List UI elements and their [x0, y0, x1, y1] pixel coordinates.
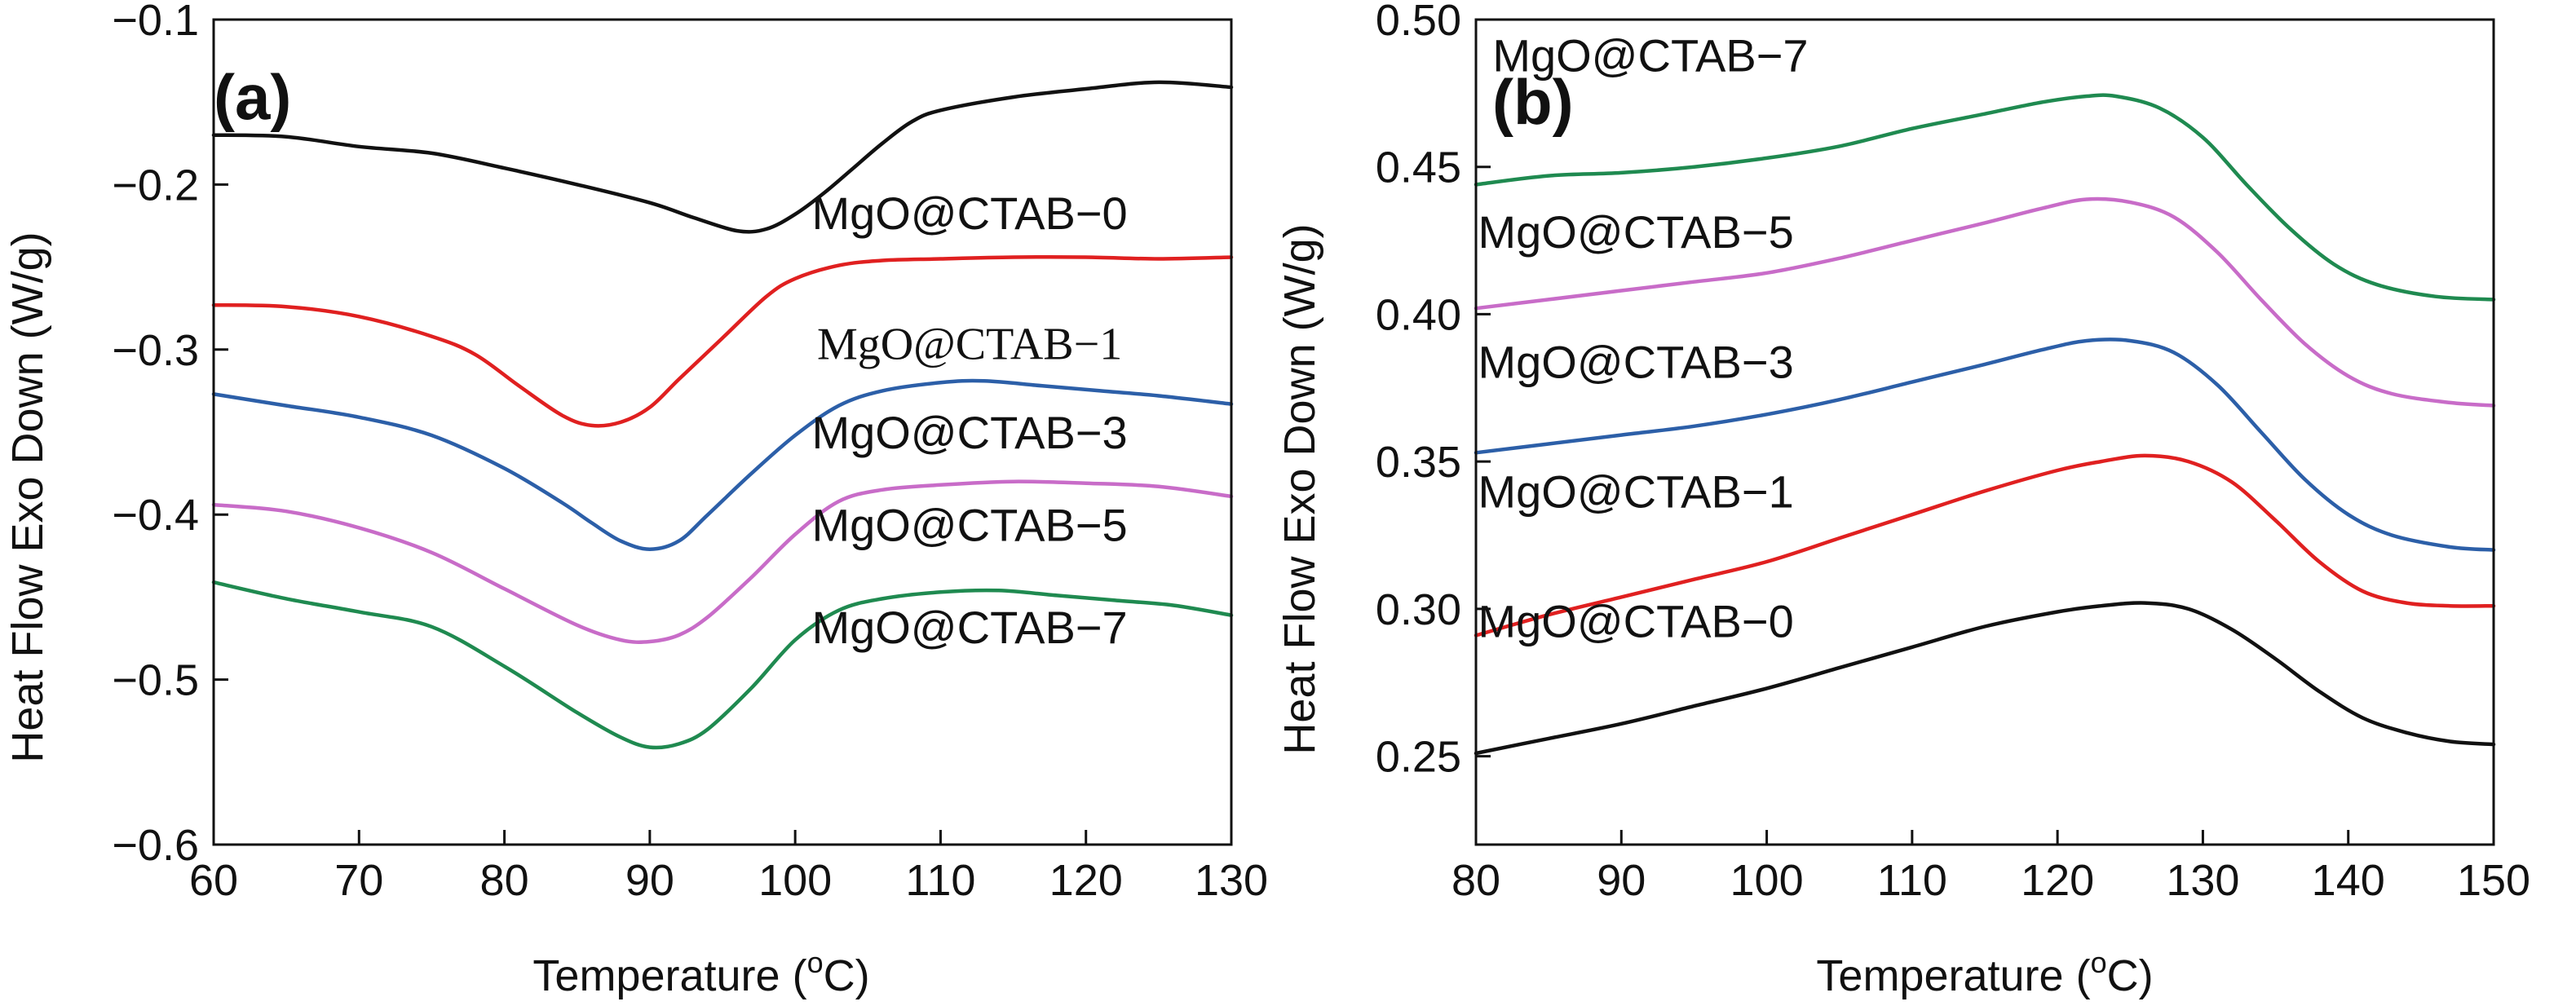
- panel-a-x-tick-label: 80: [480, 856, 529, 905]
- panel-b-label: (b): [1492, 66, 1574, 138]
- panel-b-x-tick-label: 150: [2457, 856, 2530, 905]
- panel-b-chart: MgO@CTAB−0 MgO@CTAB−1 MgO@CTAB−3 MgO@CTAB−5…: [1275, 0, 2530, 1000]
- panel-a-plot-frame: [212, 18, 1233, 846]
- panel-b-x-tick-label: 130: [2166, 856, 2239, 905]
- panel-b-curve-label: MgO@CTAB−3: [1478, 336, 1793, 387]
- panel-a-y-tick-label: −0.4: [112, 491, 199, 540]
- panel-b-ticks: [1474, 18, 2495, 845]
- panel-b-x-tick-label: 80: [1451, 856, 1500, 905]
- panel-b-curve-label: MgO@CTAB−1: [1478, 465, 1793, 517]
- panel-a-curve-label: MgO@CTAB−3: [811, 407, 1127, 458]
- panel-a-x-tick-label: 70: [334, 856, 383, 905]
- panel-a-y-tick-label: −0.2: [112, 161, 199, 210]
- panel-b-y-tick-label: 0.25: [1376, 733, 1461, 782]
- panel-b-x-tick-label: 90: [1597, 856, 1646, 905]
- panel-b-curves: [1474, 93, 2496, 756]
- panel-b-y-tick-label: 0.40: [1376, 290, 1461, 339]
- panel-b-curve-3: [1474, 338, 2496, 552]
- panel-b-y-tick-label: 0.50: [1376, 0, 1461, 45]
- panel-b-y-tick-label: 0.45: [1376, 143, 1461, 192]
- panel-a-curve-5: [211, 479, 1234, 644]
- panel-a-x-tick-label: 130: [1195, 856, 1268, 905]
- panel-a-x-tick-label: 90: [625, 856, 674, 905]
- panel-a-curve-label: MgO@CTAB−1: [817, 320, 1122, 370]
- panel-b-curve-1: [1474, 453, 2496, 638]
- panel-a-curve-7: [211, 580, 1234, 750]
- panel-b-curve-7: [1474, 93, 2496, 302]
- panel-a-y-axis-title: Heat Flow Exo Down (W/g): [3, 232, 52, 762]
- panel-a-curve-0: [211, 80, 1234, 234]
- panel-b-x-tick-label: 140: [2312, 856, 2385, 905]
- panel-a-y-tick-label: −0.3: [112, 326, 199, 375]
- panel-a-x-tick-label: 110: [905, 856, 975, 905]
- panel-a-curve-labels: MgO@CTAB−0 MgO@CTAB−1 MgO@CTAB−3 MgO@CTAB−5…: [811, 188, 1127, 653]
- panel-a-curve-label: MgO@CTAB−7: [811, 602, 1127, 653]
- panel-b-y-tick-label: 0.35: [1376, 438, 1461, 487]
- panel-b-x-tick-label: 100: [1730, 856, 1804, 905]
- panel-a-chart: MgO@CTAB−0 MgO@CTAB−1 MgO@CTAB−3 MgO@CTAB−5…: [3, 0, 1268, 1000]
- panel-a-ticks: [212, 18, 1233, 846]
- panel-b-x-tick-label: 120: [2021, 856, 2094, 905]
- panel-a-y-tick-label: −0.5: [112, 656, 199, 705]
- panel-a-x-tick-label: 120: [1049, 856, 1123, 905]
- panel-a-curve-label: MgO@CTAB−5: [811, 499, 1127, 550]
- panel-b-y-axis-title: Heat Flow Exo Down (W/g): [1275, 223, 1324, 754]
- panel-a-label: (a): [214, 61, 291, 133]
- panel-a-curve-1: [211, 254, 1234, 428]
- panel-b-x-tick-label: 110: [1877, 856, 1947, 905]
- panel-a-x-tick-label: 100: [758, 856, 832, 905]
- panel-a-x-axis-title: Temperature (oC): [532, 946, 869, 1000]
- panel-b-curve-labels: MgO@CTAB−0 MgO@CTAB−1 MgO@CTAB−3 MgO@CTAB−5…: [1478, 29, 1808, 646]
- panel-a-curve-3: [211, 378, 1234, 551]
- panel-a-x-tick-label: 60: [189, 856, 238, 905]
- panel-b-x-axis-title: Temperature (oC): [1816, 946, 2153, 1000]
- panel-b-curve-0: [1474, 601, 2496, 756]
- panel-b-curve-label: MgO@CTAB−5: [1478, 206, 1793, 258]
- panel-a-y-tick-label: −0.1: [112, 0, 199, 45]
- panel-b-curve-5: [1474, 196, 2496, 408]
- panel-b-tick-labels: 80 90 100 110 120 130 140 150 0.25 0.30 0.35 0.40 0.…: [1376, 0, 2530, 905]
- panel-a-curves: [211, 80, 1234, 750]
- panel-a-y-tick-label: −0.6: [112, 821, 199, 870]
- panel-b-y-tick-label: 0.30: [1376, 585, 1461, 634]
- panel-b-curve-label: MgO@CTAB−0: [1478, 595, 1793, 646]
- panel-a-curve-label: MgO@CTAB−0: [811, 188, 1127, 239]
- panel-b-curve-label: MgO@CTAB−7: [1492, 29, 1808, 81]
- panel-a-tick-labels: 60 70 80 90 100 110 120 130 −0.1 −0.2 −0.3 −0.4 −0.5…: [112, 0, 1268, 905]
- panel-b-plot-frame: [1474, 18, 2495, 846]
